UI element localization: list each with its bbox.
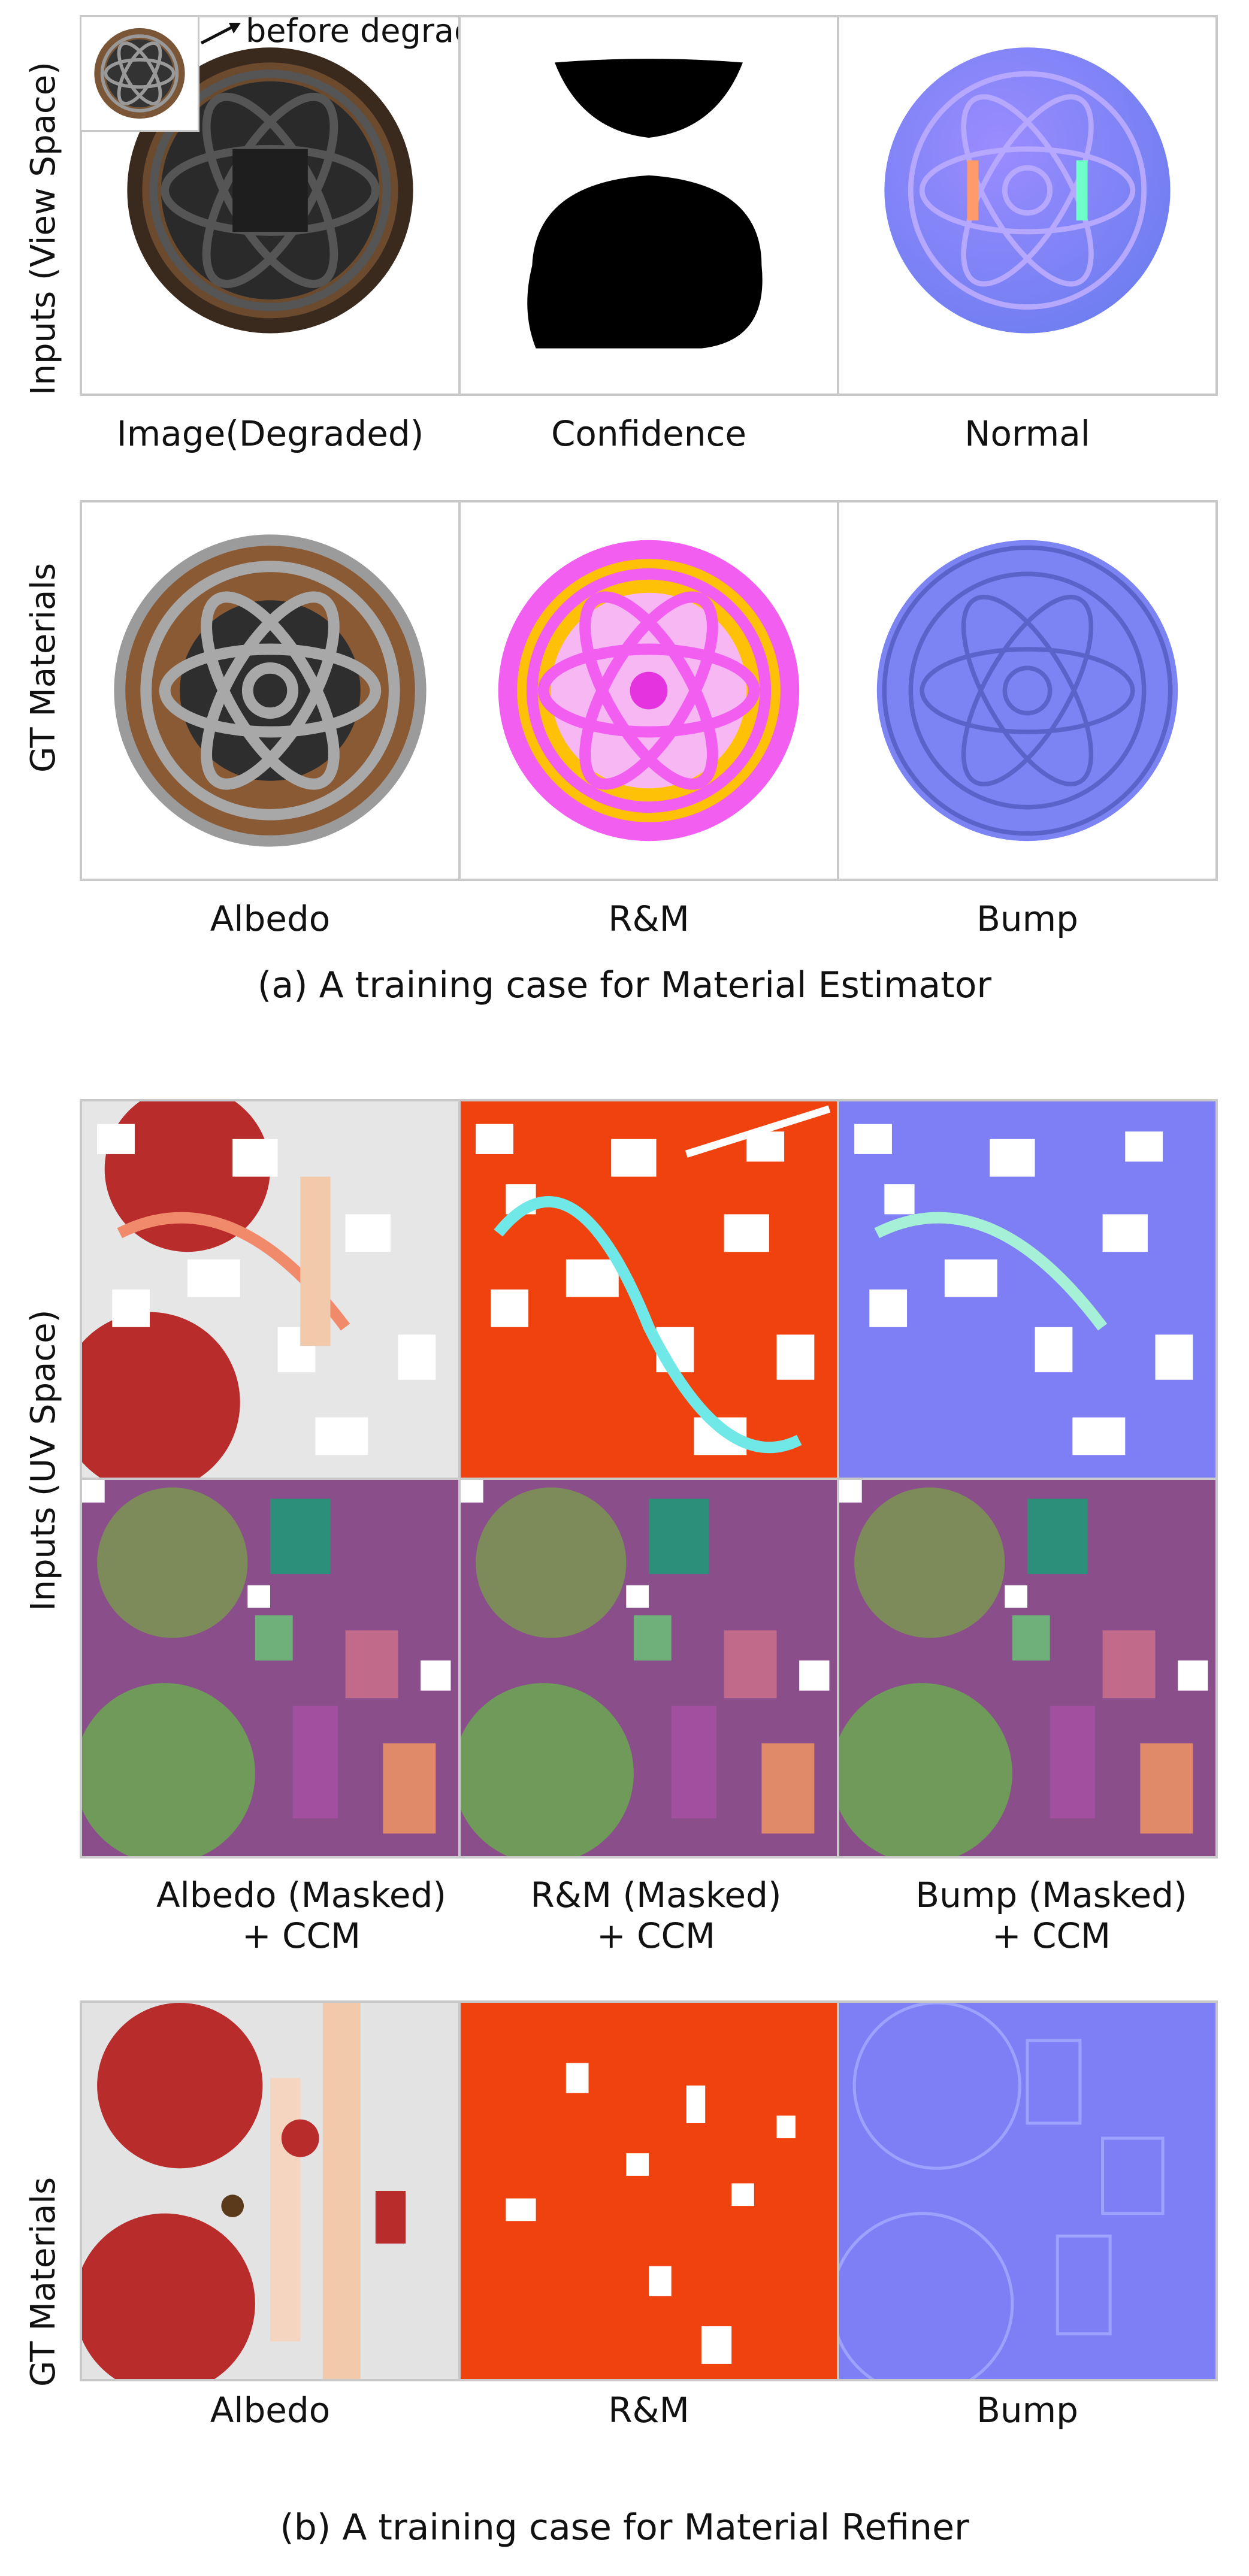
gt-albedo-texture xyxy=(82,2003,458,2379)
degraded-shield-render xyxy=(127,47,413,334)
gt-rm-texture xyxy=(461,2003,837,2379)
caption-gt-bump-a: Bump xyxy=(976,898,1078,939)
gt-rm-shield xyxy=(498,540,800,841)
caption-masked-rm: R&M (Masked) + CCM xyxy=(458,1875,854,1957)
masked-albedo-texture xyxy=(82,1101,458,1478)
caption-masked-rm-line1: R&M (Masked) xyxy=(530,1875,782,1915)
caption-gt-rm-a: R&M xyxy=(608,898,689,939)
ccm-texture-3 xyxy=(839,1480,1215,1856)
caption-masked-bump-line2: + CCM xyxy=(991,1915,1111,1957)
caption-gt-rm-b: R&M xyxy=(608,2390,689,2430)
figure-caption-b: (b) A training case for Material Refiner xyxy=(280,2507,969,2548)
row-label-gt-materials-a: GT Materials xyxy=(24,562,63,773)
normal-panel xyxy=(837,15,1218,396)
masked-rm-texture xyxy=(461,1101,837,1478)
caption-degraded-image: Image(Degraded) xyxy=(116,413,424,454)
caption-masked-bump: Bump (Masked) + CCM xyxy=(857,1875,1246,1957)
confidence-mask xyxy=(527,59,763,349)
gt-albedo-shield xyxy=(114,534,427,847)
ccm-texture-2 xyxy=(461,1480,837,1856)
masked-rm-panel xyxy=(458,1099,839,1480)
masked-bump-texture xyxy=(839,1101,1215,1478)
caption-masked-rm-line2: + CCM xyxy=(596,1915,716,1957)
gt-bump-shield xyxy=(876,540,1178,841)
caption-gt-albedo-a: Albedo xyxy=(210,898,331,939)
caption-confidence: Confidence xyxy=(551,413,747,454)
caption-masked-albedo-line2: + CCM xyxy=(241,1915,361,1957)
ccm-rm-panel xyxy=(458,1478,839,1858)
normal-map-render xyxy=(884,47,1171,334)
ccm-bump-panel xyxy=(837,1478,1218,1858)
figure-caption-a: (a) A training case for Material Estimat… xyxy=(257,964,992,1006)
masked-albedo-panel xyxy=(80,1099,461,1480)
caption-masked-bump-line1: Bump (Masked) xyxy=(915,1875,1187,1915)
annotation-arrow-icon xyxy=(200,23,241,45)
inset-shield-thumbnail xyxy=(94,28,185,119)
row-label-view-space-inputs: Inputs (View Space) xyxy=(24,61,63,395)
confidence-panel xyxy=(458,15,839,396)
caption-normal: Normal xyxy=(964,413,1090,454)
caption-masked-albedo-line1: Albedo (Masked) xyxy=(156,1875,447,1915)
gt-albedo-panel-a xyxy=(80,500,461,881)
row-label-uv-space-inputs: Inputs (UV Space) xyxy=(24,1309,63,1611)
gt-bump-panel-b xyxy=(837,2000,1218,2381)
gt-albedo-panel-b xyxy=(80,2000,461,2381)
gt-rm-panel-b xyxy=(458,2000,839,2381)
caption-masked-albedo: Albedo (Masked) + CCM xyxy=(80,1875,523,1957)
ccm-texture-1 xyxy=(82,1480,458,1856)
ccm-albedo-panel xyxy=(80,1478,461,1858)
gt-bump-texture xyxy=(839,2003,1215,2379)
row-label-gt-materials-b: GT Materials xyxy=(24,2177,63,2387)
caption-gt-albedo-b: Albedo xyxy=(210,2390,331,2430)
gt-bump-panel-a xyxy=(837,500,1218,881)
caption-gt-bump-b: Bump xyxy=(976,2390,1078,2430)
before-degradation-inset xyxy=(80,15,199,132)
gt-rm-panel-a xyxy=(458,500,839,881)
degraded-image-panel xyxy=(80,15,461,396)
masked-bump-panel xyxy=(837,1099,1218,1480)
